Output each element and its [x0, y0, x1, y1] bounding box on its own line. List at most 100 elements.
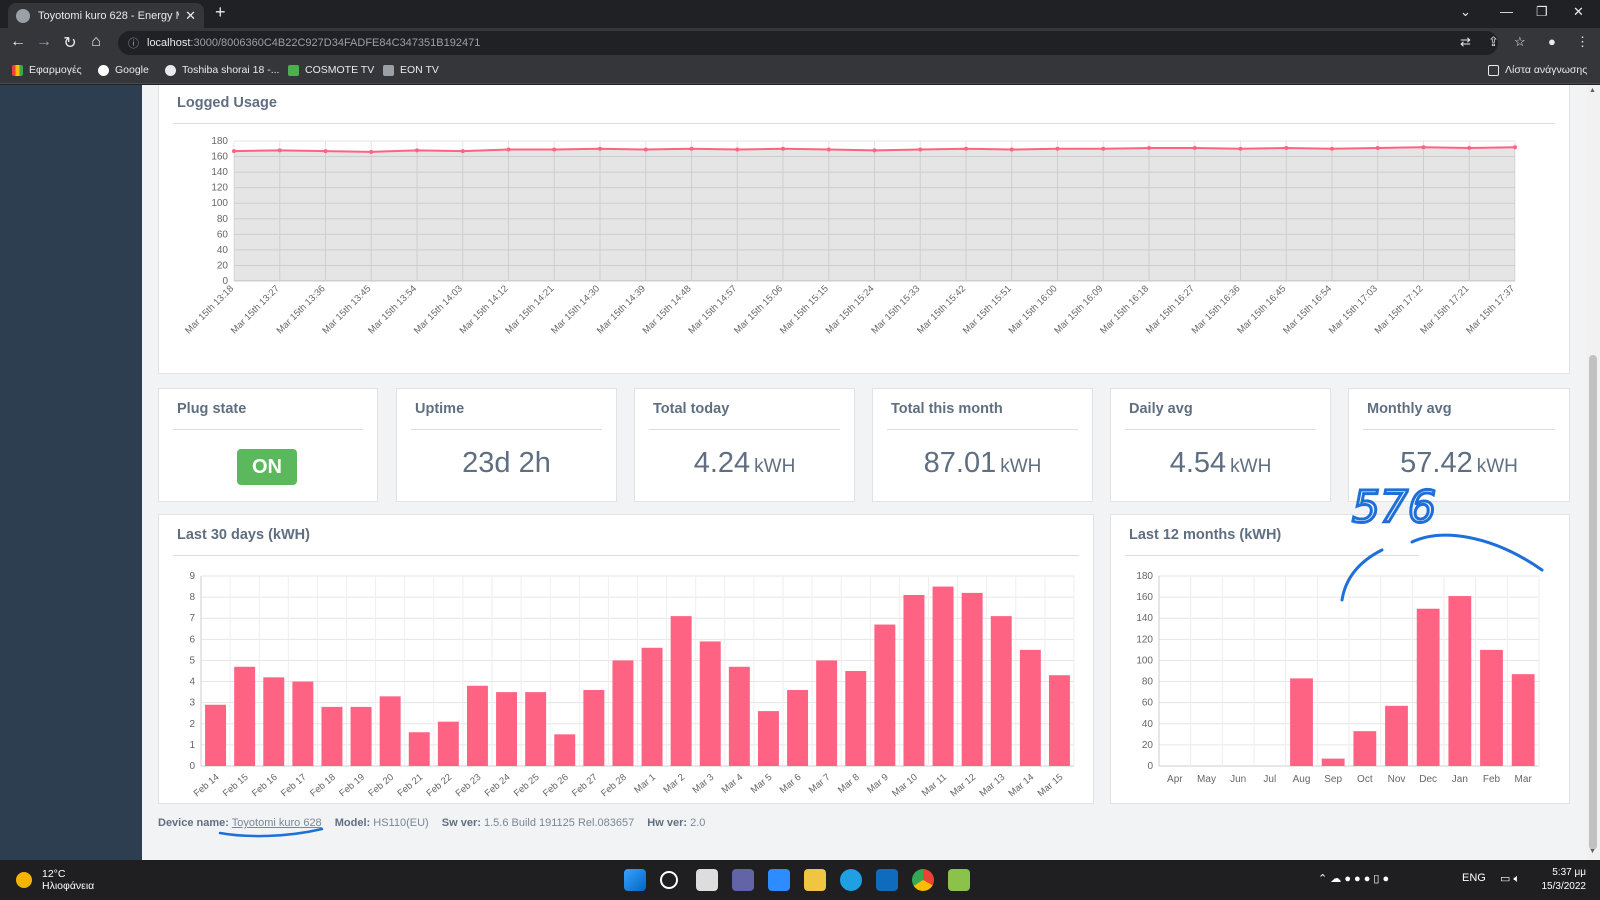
bookmark-eon[interactable]: EON TV: [383, 64, 439, 76]
back-icon[interactable]: ←: [10, 33, 26, 50]
total-today-card: Total today 4.24 kWH: [634, 388, 855, 502]
x-tick-label: Feb 25: [512, 772, 542, 799]
plug-on-toggle[interactable]: ON: [237, 449, 297, 485]
task-view-icon[interactable]: [696, 869, 718, 891]
y-tick-label: 7: [189, 613, 195, 624]
reading-list[interactable]: Λίστα ανάγνωσης: [1488, 64, 1587, 76]
share-icon[interactable]: ⇪: [1488, 34, 1499, 49]
last-12-months-chart: 0 20 40 60 80 100 120 140 160 180 Apr May Jun Jul Aug S…: [1136, 571, 1540, 785]
reload-icon[interactable]: ↻: [63, 35, 77, 52]
windows-taskbar: 12°C Ηλιοφάνεια ⌃ ☁ ● ● ● ▯ ● ENG ▭ 🔈︎ 5…: [0, 860, 1600, 900]
y-tick-label: 20: [217, 260, 229, 271]
bar: [234, 666, 256, 766]
teams-icon[interactable]: [732, 869, 754, 891]
bookmark-label: Google: [115, 64, 149, 76]
x-tick-label: Mar 9: [865, 772, 891, 796]
y-tick-label: 100: [211, 198, 228, 209]
site-info-icon[interactable]: ⓘ: [128, 38, 139, 50]
stat-unit: kWH: [1230, 456, 1272, 477]
network-volume-icons[interactable]: ▭ 🔈︎: [1500, 873, 1521, 885]
x-tick-label: Mar 11: [920, 772, 949, 799]
x-tick-label: Apr: [1167, 774, 1183, 785]
chrome-icon[interactable]: [912, 869, 934, 891]
app-sidebar: [0, 85, 142, 860]
profile-icon[interactable]: ●: [1548, 34, 1556, 49]
forward-icon[interactable]: →: [36, 33, 52, 50]
file-explorer-icon[interactable]: [804, 869, 826, 891]
x-tick-label: Oct: [1357, 774, 1373, 785]
usage-point: [277, 148, 282, 153]
new-tab-icon[interactable]: +: [215, 2, 226, 22]
mail-icon[interactable]: [876, 869, 898, 891]
annotation-stroke: [1340, 533, 1544, 602]
apps-icon: [12, 64, 23, 76]
bookmark-label: COSMOTE TV: [305, 64, 375, 76]
nodejs-icon[interactable]: [948, 869, 970, 891]
usage-point: [826, 147, 831, 152]
footer-underline-annotation: [218, 827, 324, 838]
browser-tab[interactable]: Toyotomi kuro 628 - Energy Mon ✕: [8, 3, 204, 28]
url-path: :3000/8006360C4B22C927D34FADFE84C347351B…: [190, 37, 481, 49]
bookmark-google[interactable]: Google: [98, 64, 149, 76]
bookmark-cosmote[interactable]: COSMOTE TV: [288, 64, 374, 76]
total-month-card: Total this month 87.01 kWH: [872, 388, 1093, 502]
tab-search-icon[interactable]: ⌄: [1460, 4, 1471, 19]
zoom-icon[interactable]: [768, 869, 790, 891]
x-tick-label: Mar 4: [720, 772, 746, 796]
x-tick-label: Dec: [1419, 774, 1437, 785]
tray-icons[interactable]: ⌃ ☁ ● ● ● ▯ ●: [1318, 873, 1390, 885]
bar: [525, 692, 547, 766]
bar: [437, 721, 459, 766]
scrollbar-thumb[interactable]: [1589, 355, 1597, 850]
menu-icon[interactable]: ⋮: [1576, 34, 1589, 49]
y-tick-label: 180: [1136, 571, 1153, 582]
y-tick-label: 0: [222, 276, 228, 287]
daily-avg-value: 4.54 kWH: [1111, 447, 1330, 480]
y-tick-label: 4: [189, 677, 195, 688]
minimize-icon[interactable]: —: [1500, 4, 1513, 19]
bookmark-label: Εφαρμογές: [29, 64, 82, 76]
stat-number: 57.42: [1400, 447, 1473, 479]
tab-bar: Toyotomi kuro 628 - Energy Mon ✕ + ⌄ — ❐…: [0, 0, 1600, 28]
device-label: Device name:: [158, 817, 229, 829]
monthly-avg-value: 57.42 kWH: [1349, 447, 1569, 480]
bar: [1416, 608, 1440, 766]
weather-widget[interactable]: 12°C Ηλιοφάνεια: [16, 868, 94, 892]
bar: [932, 586, 954, 766]
bookmark-apps[interactable]: Εφαρμογές: [12, 64, 82, 76]
search-icon[interactable]: [660, 871, 678, 889]
bookmark-star-icon[interactable]: ☆: [1514, 34, 1526, 49]
scroll-down-icon[interactable]: ▼: [1589, 848, 1596, 855]
bar: [1019, 649, 1041, 766]
last-12-months-card: Last 12 months (kWH) 0 20 40 60 80 100 120 140 1…: [1110, 514, 1570, 804]
device-info-footer: Device name: Toyotomi kuro 628 Model: HS…: [158, 817, 715, 829]
usage-point: [1467, 146, 1472, 150]
clock[interactable]: 5:37 μμ 15/3/2022: [1542, 866, 1587, 894]
divider: [1363, 429, 1555, 430]
edge-icon[interactable]: [840, 869, 862, 891]
bar: [321, 706, 343, 766]
home-icon[interactable]: ⌂: [91, 33, 101, 50]
weather-text: Ηλιοφάνεια: [42, 880, 95, 892]
total-month-title: Total this month: [891, 401, 1003, 417]
usage-point: [643, 147, 648, 152]
x-tick-label: Feb 26: [541, 772, 571, 799]
language-indicator[interactable]: ENG: [1462, 872, 1486, 884]
address-bar[interactable]: ⓘ localhost :3000/8006360C4B22C927D34FAD…: [118, 31, 1498, 55]
start-icon[interactable]: [624, 869, 646, 891]
page-scrollbar[interactable]: ▲ ▼: [1586, 85, 1600, 860]
usage-point: [1238, 146, 1243, 151]
bookmark-toshiba[interactable]: Toshiba shorai 18 -...: [165, 64, 279, 76]
close-window-icon[interactable]: ✕: [1573, 4, 1584, 19]
bar: [1048, 675, 1070, 766]
translate-icon[interactable]: ⇄: [1460, 34, 1471, 49]
divider: [173, 123, 1555, 124]
uptime-card: Uptime 23d 2h: [396, 388, 617, 502]
close-tab-icon[interactable]: ✕: [185, 7, 196, 23]
restore-icon[interactable]: ❐: [1536, 4, 1548, 19]
bar: [641, 647, 663, 766]
scroll-up-icon[interactable]: ▲: [1589, 87, 1596, 94]
usage-point: [232, 149, 236, 154]
usage-point: [1330, 146, 1334, 151]
last-12-months-title: Last 12 months (kWH): [1129, 527, 1282, 543]
